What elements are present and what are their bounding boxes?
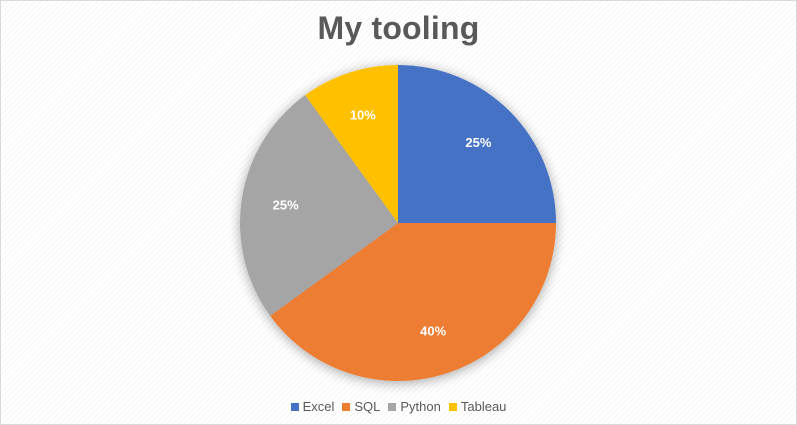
legend-label: Excel bbox=[302, 399, 335, 414]
legend-swatch bbox=[290, 402, 299, 411]
legend-swatch bbox=[342, 402, 351, 411]
legend-item-excel[interactable]: Excel bbox=[290, 399, 335, 414]
data-label-tableau: 10% bbox=[350, 107, 376, 122]
legend-swatch bbox=[388, 402, 397, 411]
data-label-python: 25% bbox=[273, 198, 299, 213]
legend-item-sql[interactable]: SQL bbox=[342, 399, 380, 414]
legend-item-tableau[interactable]: Tableau bbox=[448, 399, 507, 414]
legend: Excel SQL Python Tableau bbox=[0, 399, 797, 414]
data-label-sql: 40% bbox=[420, 324, 446, 339]
pie-slice-python[interactable] bbox=[240, 95, 398, 316]
chart-title: My tooling bbox=[317, 10, 480, 46]
legend-swatch bbox=[448, 402, 457, 411]
legend-item-python[interactable]: Python bbox=[388, 399, 441, 414]
pie-slice-tableau[interactable] bbox=[305, 65, 398, 223]
data-label-excel: 25% bbox=[465, 135, 491, 150]
legend-label: Tableau bbox=[460, 399, 507, 414]
legend-label: Python bbox=[400, 399, 441, 414]
legend-label: SQL bbox=[354, 399, 381, 414]
pie-slice-excel[interactable] bbox=[398, 65, 556, 223]
pie-slice-sql[interactable] bbox=[270, 223, 556, 381]
